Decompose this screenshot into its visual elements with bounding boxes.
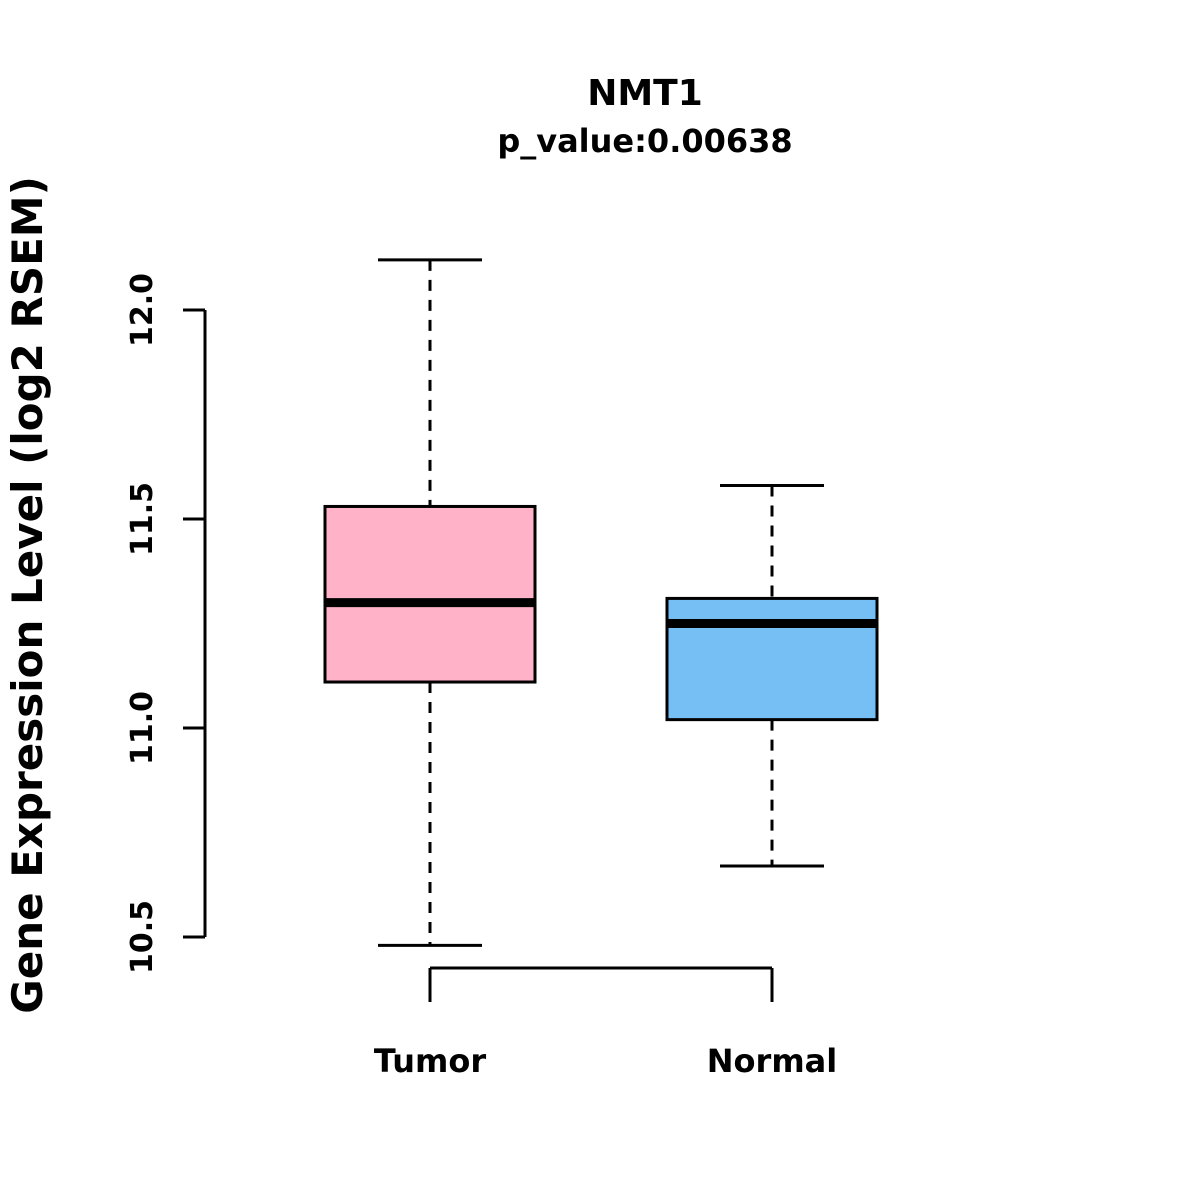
y-tick-label: 11.0: [125, 691, 160, 765]
y-tick-label: 12.0: [125, 273, 160, 347]
tumor-box: [323, 504, 537, 684]
x-category-label-tumor: Tumor: [374, 1042, 486, 1080]
plot-layer: 10.5 11.0 11.5 12.0 Tumor Normal: [125, 258, 879, 1080]
chart-subtitle: p_value:0.00638: [497, 122, 792, 160]
normal-box: [665, 596, 879, 722]
x-category-label-normal: Normal: [707, 1042, 837, 1080]
y-axis-label: Gene Expression Level (log2 RSEM): [3, 176, 52, 1014]
y-tick-label: 10.5: [125, 900, 160, 974]
chart-title: NMT1: [587, 73, 703, 114]
y-tick-label: 11.5: [125, 482, 160, 556]
